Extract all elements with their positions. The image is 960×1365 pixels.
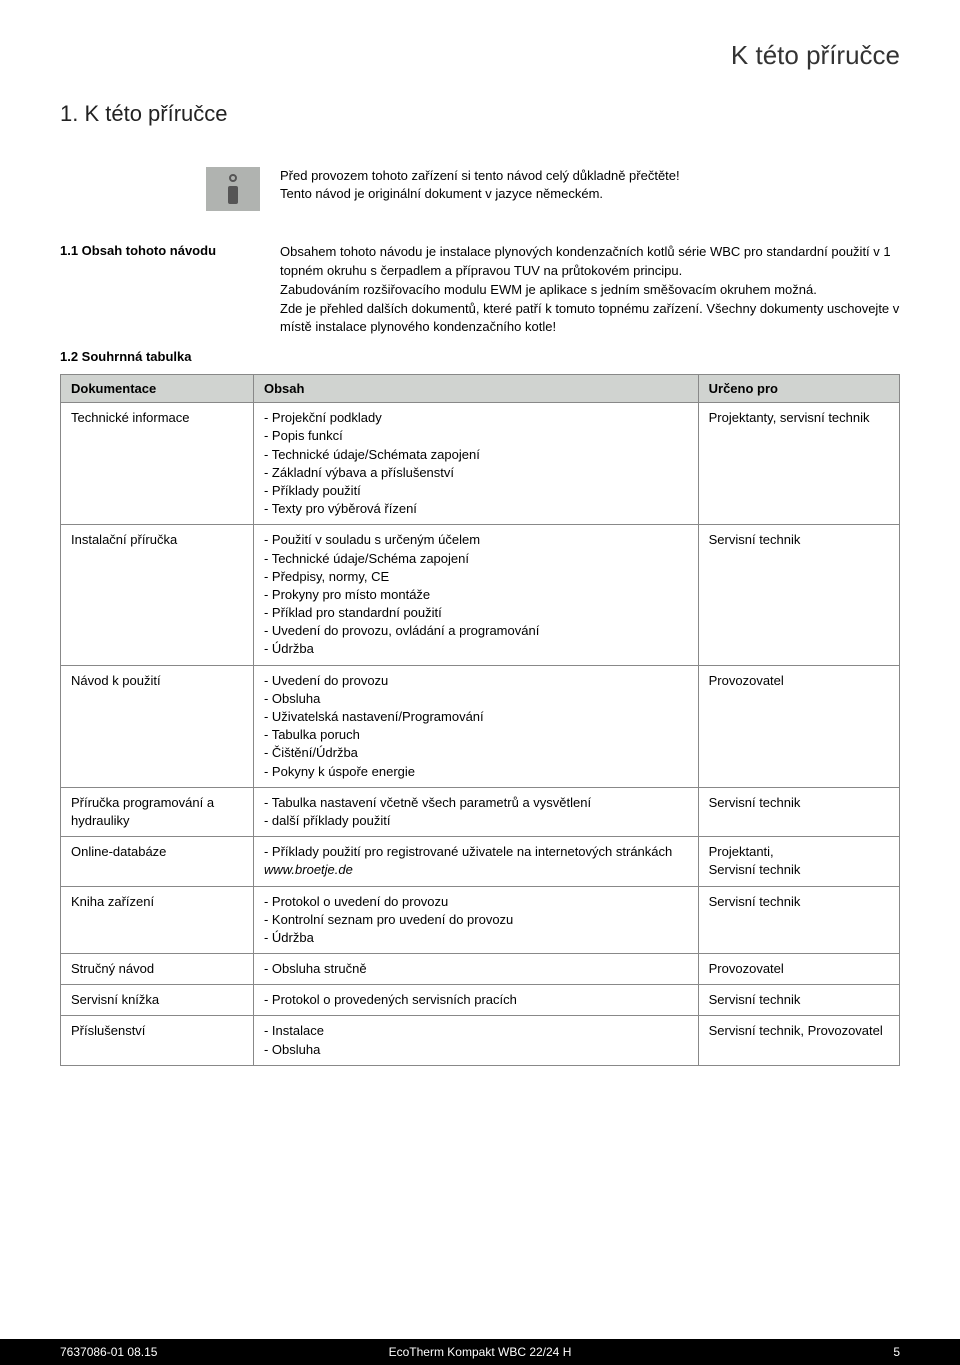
table-header-content: Obsah [253, 375, 698, 403]
table-cell-doc: Instalační příručka [61, 525, 254, 665]
footer-product: EcoTherm Kompakt WBC 22/24 H [260, 1345, 700, 1359]
list-item: Pokyny k úspoře energie [264, 763, 688, 781]
subsection-1-1: 1.1 Obsah tohoto návodu Obsahem tohoto n… [60, 243, 900, 337]
page-header-right: K této příručce [60, 40, 900, 71]
table-cell-content: Tabulka nastavení včetně všech parametrů… [253, 787, 698, 836]
list-item: Prokyny pro místo montáže [264, 586, 688, 604]
list-item: Technické údaje/Schéma zapojení [264, 550, 688, 568]
table-cell-doc: Příručka programování a hydrauliky [61, 787, 254, 836]
summary-table: Dokumentace Obsah Určeno pro Technické i… [60, 374, 900, 1066]
table-cell-for: Servisní technik [698, 787, 899, 836]
list-item: Údržba [264, 640, 688, 658]
section-title: 1. K této příručce [60, 101, 900, 127]
subsection-1-2-label: 1.2 Souhrnná tabulka [60, 349, 900, 364]
table-row: Kniha zařízeníProtokol o uvedení do prov… [61, 886, 900, 954]
list-item: Uživatelská nastavení/Programování [264, 708, 688, 726]
footer-page-number: 5 [700, 1345, 900, 1359]
info-icon [206, 167, 260, 211]
list-item: Uvedení do provozu, ovládání a programov… [264, 622, 688, 640]
table-row: Příručka programování a hydrauliky Tabulk… [61, 787, 900, 836]
table-cell-content: InstalaceObsluha [253, 1016, 698, 1065]
table-cell-for: Servisní technik, Provozovatel [698, 1016, 899, 1065]
table-cell-doc: Online-databáze [61, 837, 254, 886]
table-row: Technické informaceProjekční podkladyPop… [61, 403, 900, 525]
table-cell-for: Provozovatel [698, 665, 899, 787]
info-text-line1: Před provozem tohoto zařízení si tento n… [280, 167, 900, 185]
table-cell-doc: Příslušenství [61, 1016, 254, 1065]
table-header-for: Určeno pro [698, 375, 899, 403]
list-item: další příklady použití [264, 812, 688, 830]
table-cell-doc: Stručný návod [61, 954, 254, 985]
table-row: Stručný návod Obsluha stručně Provozovatel [61, 954, 900, 985]
table-cell-doc: Kniha zařízení [61, 886, 254, 954]
table-cell-content: Protokol o uvedení do provozuKontrolní s… [253, 886, 698, 954]
table-cell-for: Projektanti, Servisní technik [698, 837, 899, 886]
footer-doc-id: 7637086-01 08.15 [60, 1345, 260, 1359]
table-cell-for: Projektanty, servisní technik [698, 403, 899, 525]
table-cell-content: Použití v souladu s určeným účelemTechni… [253, 525, 698, 665]
list-item: Texty pro výběrová řízení [264, 500, 688, 518]
table-cell-doc: Servisní knížka [61, 985, 254, 1016]
list-item: Základní výbava a příslušenství [264, 464, 688, 482]
list-item: Kontrolní seznam pro uvedení do provozu [264, 911, 688, 929]
list-item: Protokol o provedených servisních pracíc… [264, 991, 688, 1009]
list-item: Tabulka poruch [264, 726, 688, 744]
list-item: Obsluha [264, 690, 688, 708]
table-cell-content: Obsluha stručně [253, 954, 698, 985]
table-cell-doc: Návod k použití [61, 665, 254, 787]
table-header-doc: Dokumentace [61, 375, 254, 403]
list-item: Instalace [264, 1022, 688, 1040]
paragraph-text: Zabudováním rozšiřovacího modulu EWM je … [280, 281, 900, 300]
list-item: Protokol o uvedení do provozu [264, 893, 688, 911]
table-cell-for: Servisní technik [698, 985, 899, 1016]
paragraph-text: Obsahem tohoto návodu je instalace plyno… [280, 243, 900, 281]
table-cell-content: Příklady použití pro registrované uživat… [253, 837, 698, 886]
subsection-1-1-label: 1.1 Obsah tohoto návodu [60, 243, 280, 337]
table-row: PříslušenstvíInstalaceObsluhaServisní te… [61, 1016, 900, 1065]
list-item: Údržba [264, 929, 688, 947]
table-row: Návod k použitíUvedení do provozuObsluha… [61, 665, 900, 787]
table-cell-content: Protokol o provedených servisních pracíc… [253, 985, 698, 1016]
page-footer: 7637086-01 08.15 EcoTherm Kompakt WBC 22… [0, 1339, 960, 1365]
table-cell-content: Uvedení do provozuObsluhaUživatelská nas… [253, 665, 698, 787]
list-item: Příklady použití [264, 482, 688, 500]
list-item: Obsluha [264, 1041, 688, 1059]
list-item: Použití v souladu s určeným účelem [264, 531, 688, 549]
list-item: Příklad pro standardní použití [264, 604, 688, 622]
paragraph-text: Zde je přehled dalších dokumentů, které … [280, 300, 900, 338]
list-item: Tabulka nastavení včetně všech parametrů… [264, 794, 688, 812]
subsection-1-1-body: Obsahem tohoto návodu je instalace plyno… [280, 243, 900, 337]
list-item: Obsluha stručně [264, 960, 688, 978]
table-row: Online-databáze Příklady použití pro regi… [61, 837, 900, 886]
list-item: Projekční podklady [264, 409, 688, 427]
list-item: Příklady použití pro registrované uživat… [264, 843, 688, 879]
list-item: Uvedení do provozu [264, 672, 688, 690]
table-cell-content: Projekční podkladyPopis funkcíTechnické … [253, 403, 698, 525]
table-cell-doc: Technické informace [61, 403, 254, 525]
info-text-line2: Tento návod je originální dokument v jaz… [280, 185, 900, 203]
table-cell-for: Provozovatel [698, 954, 899, 985]
list-item: Předpisy, normy, CE [264, 568, 688, 586]
table-row: Servisní knížka Protokol o provedených se… [61, 985, 900, 1016]
table-row: Instalační příručkaPoužití v souladu s u… [61, 525, 900, 665]
list-item: Technické údaje/Schémata zapojení [264, 446, 688, 464]
list-item: Popis funkcí [264, 427, 688, 445]
table-cell-for: Servisní technik [698, 886, 899, 954]
list-item: Čištění/Údržba [264, 744, 688, 762]
info-callout: Před provozem tohoto zařízení si tento n… [60, 167, 900, 211]
table-cell-for: Servisní technik [698, 525, 899, 665]
